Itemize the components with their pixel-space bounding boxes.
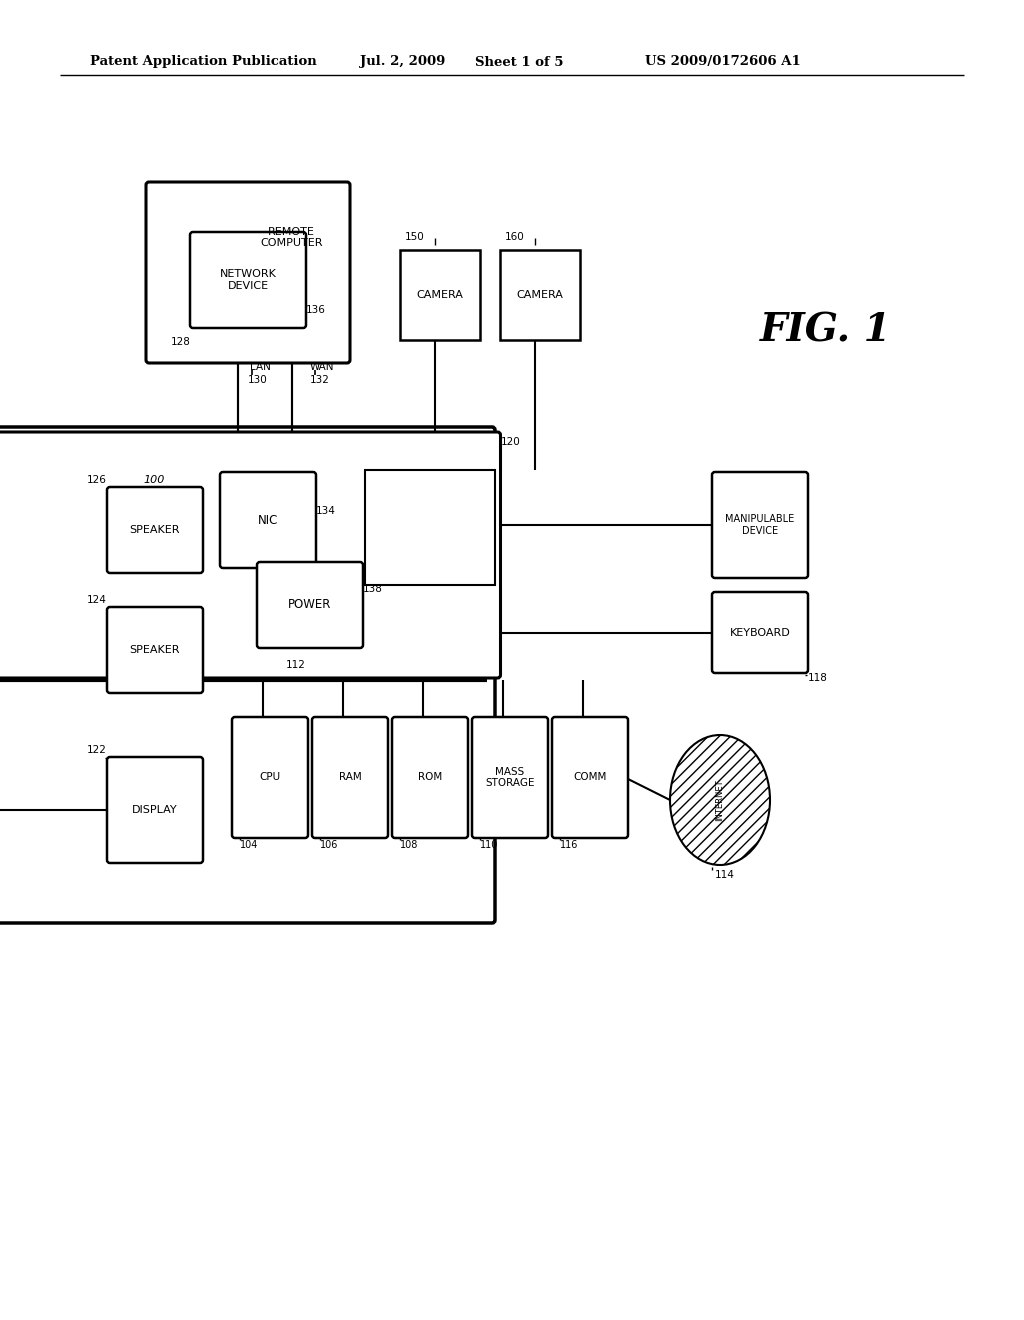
Ellipse shape [670, 735, 770, 865]
Text: WAN: WAN [310, 362, 335, 372]
Text: CPU: CPU [259, 772, 281, 783]
Text: KEYBOARD: KEYBOARD [730, 627, 791, 638]
Text: 124: 124 [87, 595, 106, 605]
FancyBboxPatch shape [472, 717, 548, 838]
Text: 160: 160 [505, 232, 524, 242]
Text: 132: 132 [310, 375, 330, 385]
Text: 120: 120 [501, 437, 520, 447]
Text: 100: 100 [143, 475, 165, 484]
Text: 104: 104 [240, 840, 258, 850]
Bar [400, 249, 480, 341]
FancyBboxPatch shape [106, 607, 203, 693]
Text: 138: 138 [362, 583, 383, 594]
Text: Jul. 2, 2009: Jul. 2, 2009 [360, 55, 445, 69]
Text: Patent Application Publication: Patent Application Publication [90, 55, 316, 69]
FancyBboxPatch shape [232, 717, 308, 838]
Text: Sheet 1 of 5: Sheet 1 of 5 [475, 55, 563, 69]
Text: 150: 150 [406, 232, 425, 242]
Text: 126: 126 [87, 475, 106, 484]
Bar [365, 470, 495, 585]
Text: 134: 134 [316, 506, 336, 516]
Text: 136: 136 [306, 305, 326, 315]
FancyBboxPatch shape [552, 717, 628, 838]
Text: 110: 110 [480, 840, 499, 850]
Text: 112: 112 [286, 660, 305, 671]
Text: SPEAKER: SPEAKER [130, 645, 180, 655]
Text: INTERNET: INTERNET [716, 779, 725, 821]
FancyBboxPatch shape [312, 717, 388, 838]
Text: 116: 116 [560, 840, 579, 850]
FancyBboxPatch shape [106, 756, 203, 863]
FancyBboxPatch shape [106, 487, 203, 573]
Bar [500, 249, 580, 341]
Text: 114: 114 [715, 870, 735, 880]
Text: DISPLAY: DISPLAY [132, 805, 178, 814]
Text: POWER: POWER [289, 598, 332, 611]
FancyBboxPatch shape [712, 473, 808, 578]
FancyBboxPatch shape [257, 562, 362, 648]
Text: COMM: COMM [573, 772, 606, 783]
Text: 108: 108 [400, 840, 419, 850]
Text: LAN: LAN [250, 362, 271, 372]
Text: 128: 128 [171, 337, 191, 347]
Text: RAM: RAM [339, 772, 361, 783]
FancyBboxPatch shape [190, 232, 306, 327]
Text: NIC: NIC [258, 513, 279, 527]
Text: MANIPULABLE
DEVICE: MANIPULABLE DEVICE [725, 515, 795, 536]
Text: MASS
STORAGE: MASS STORAGE [485, 767, 535, 788]
FancyBboxPatch shape [0, 432, 501, 678]
Text: SPEAKER: SPEAKER [130, 525, 180, 535]
Text: US 2009/0172606 A1: US 2009/0172606 A1 [645, 55, 801, 69]
Text: REMOTE
COMPUTER: REMOTE COMPUTER [260, 227, 323, 248]
Text: 106: 106 [319, 840, 338, 850]
FancyBboxPatch shape [220, 473, 316, 568]
Text: 122: 122 [87, 744, 106, 755]
Text: CAMERA: CAMERA [516, 290, 563, 300]
Text: 118: 118 [808, 673, 827, 682]
FancyBboxPatch shape [0, 426, 495, 923]
FancyBboxPatch shape [146, 182, 350, 363]
Text: CAMERA: CAMERA [417, 290, 464, 300]
Text: NETWORK
DEVICE: NETWORK DEVICE [219, 269, 276, 290]
Text: FIG. 1: FIG. 1 [760, 312, 892, 348]
Text: ROM: ROM [418, 772, 442, 783]
FancyBboxPatch shape [712, 591, 808, 673]
FancyBboxPatch shape [392, 717, 468, 838]
Text: 130: 130 [248, 375, 267, 385]
